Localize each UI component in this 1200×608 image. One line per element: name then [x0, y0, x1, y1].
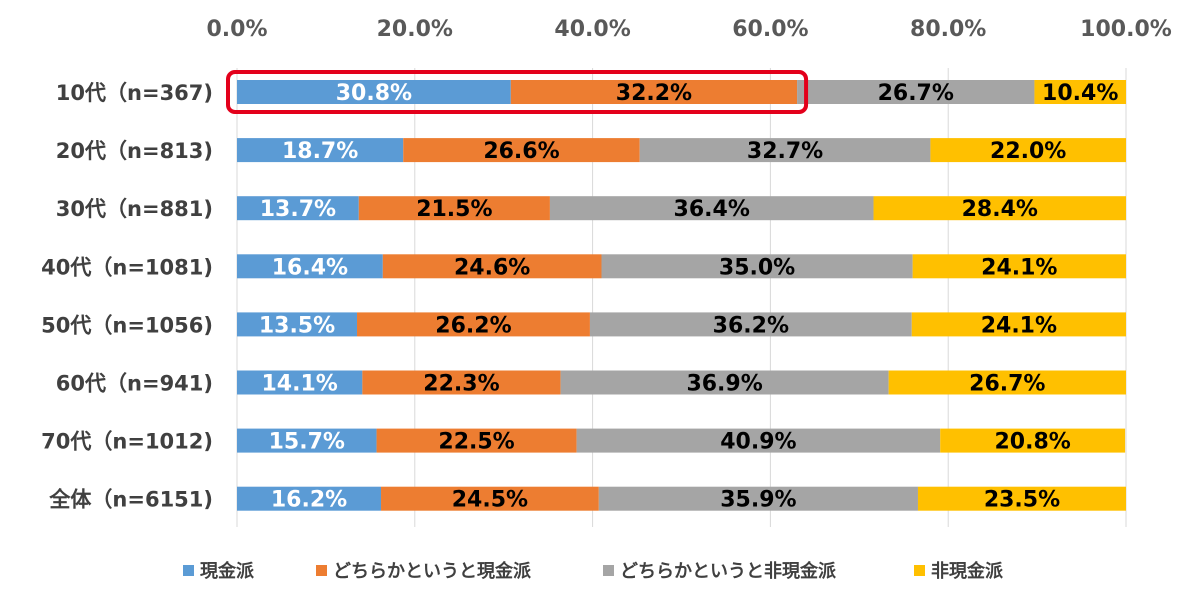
- data-label: 28.4%: [962, 197, 1038, 222]
- data-label: 22.0%: [990, 139, 1066, 164]
- bar-segment: [589, 312, 912, 337]
- data-label: 26.6%: [483, 139, 559, 164]
- data-label: 16.4%: [272, 255, 348, 280]
- data-label: 13.5%: [259, 313, 335, 338]
- bar-segment: [560, 370, 889, 395]
- data-label: 16.2%: [271, 488, 347, 513]
- bar-segment: [237, 196, 359, 221]
- data-label: 10.4%: [1042, 81, 1118, 106]
- data-label: 24.6%: [454, 255, 530, 280]
- bar-segment: [237, 138, 404, 163]
- bar-segment: [888, 370, 1126, 395]
- x-tick-label: 100.0%: [1080, 17, 1172, 42]
- x-tick-label: 0.0%: [206, 17, 267, 42]
- bar-segment: [237, 370, 363, 395]
- data-label: 20.8%: [994, 430, 1070, 455]
- bar-segment: [797, 80, 1035, 104]
- category-label: 40代（n=1081): [41, 255, 213, 279]
- data-label: 15.7%: [269, 430, 345, 455]
- category-label: 70代（n=1012): [41, 430, 213, 454]
- bar-segment: [510, 80, 798, 104]
- x-tick-label: 20.0%: [377, 17, 453, 42]
- data-label: 14.1%: [262, 372, 338, 397]
- bar-segment: [237, 312, 358, 337]
- bar-segment: [639, 138, 931, 163]
- bar-segment: [357, 312, 590, 337]
- legend-swatch: [914, 565, 925, 576]
- bar-segment: [237, 80, 511, 104]
- x-tick-label: 80.0%: [910, 17, 986, 42]
- bar-segment: [873, 196, 1126, 221]
- category-label: 全体（n=6151): [48, 488, 213, 512]
- bar-segment: [598, 486, 918, 511]
- data-label: 40.9%: [720, 430, 796, 455]
- bar-segment: [237, 428, 377, 453]
- legend-swatch: [183, 565, 194, 576]
- data-label: 24.1%: [981, 255, 1057, 280]
- legend-swatch: [316, 565, 327, 576]
- data-label: 24.1%: [981, 313, 1057, 338]
- data-label: 26.7%: [878, 81, 954, 106]
- bar-segment: [576, 428, 941, 453]
- x-tick-label: 40.0%: [554, 17, 630, 42]
- legend-swatch: [603, 565, 614, 576]
- data-label: 22.3%: [423, 372, 499, 397]
- data-label: 21.5%: [416, 197, 492, 222]
- data-label: 30.8%: [336, 81, 412, 106]
- x-tick-label: 60.0%: [732, 17, 808, 42]
- bar-segment: [940, 428, 1126, 453]
- data-label: 35.0%: [719, 255, 795, 280]
- data-label: 32.2%: [616, 81, 692, 106]
- bar-segment: [403, 138, 640, 163]
- data-label: 36.4%: [674, 197, 750, 222]
- bar-segment: [911, 312, 1126, 337]
- data-label: 13.7%: [260, 197, 336, 222]
- legend-item: 非現金派: [931, 560, 1004, 582]
- category-label: 10代（n=367): [56, 81, 213, 105]
- bar-segment: [362, 370, 561, 395]
- data-label: 24.5%: [452, 488, 528, 513]
- data-label: 36.9%: [686, 372, 762, 397]
- data-label: 32.7%: [747, 139, 823, 164]
- bar-segment: [237, 486, 382, 511]
- bar-segment: [237, 254, 383, 279]
- bar-segment: [381, 486, 599, 511]
- category-label: 20代（n=813): [56, 139, 213, 163]
- data-label: 23.5%: [984, 488, 1060, 513]
- bar-segment: [1034, 80, 1126, 104]
- legend-item: 現金派: [200, 560, 255, 582]
- legend-item: どちらかというと現金派: [333, 560, 532, 582]
- bar-segment: [358, 196, 550, 221]
- category-label: 60代（n=941): [56, 372, 213, 396]
- bar-segment: [917, 486, 1126, 511]
- data-label: 26.7%: [969, 372, 1045, 397]
- bar-segment: [601, 254, 913, 279]
- category-label: 50代（n=1056): [41, 313, 213, 337]
- bar-segment: [382, 254, 602, 279]
- category-label: 30代（n=881): [56, 197, 213, 221]
- bar-segment: [376, 428, 577, 453]
- bar-segment: [912, 254, 1126, 279]
- data-label: 36.2%: [713, 313, 789, 338]
- data-label: 35.9%: [720, 488, 796, 513]
- data-label: 26.2%: [435, 313, 511, 338]
- data-label: 22.5%: [438, 430, 514, 455]
- legend-item: どちらかというと非現金派: [620, 560, 837, 582]
- bar-segment: [930, 138, 1126, 163]
- bar-segment: [549, 196, 874, 221]
- highlight-box: [226, 70, 809, 114]
- data-label: 18.7%: [282, 139, 358, 164]
